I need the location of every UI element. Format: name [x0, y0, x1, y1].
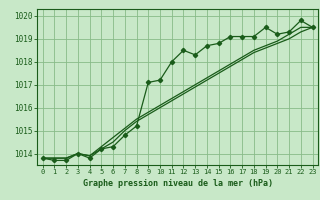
X-axis label: Graphe pression niveau de la mer (hPa): Graphe pression niveau de la mer (hPa) [83, 179, 273, 188]
